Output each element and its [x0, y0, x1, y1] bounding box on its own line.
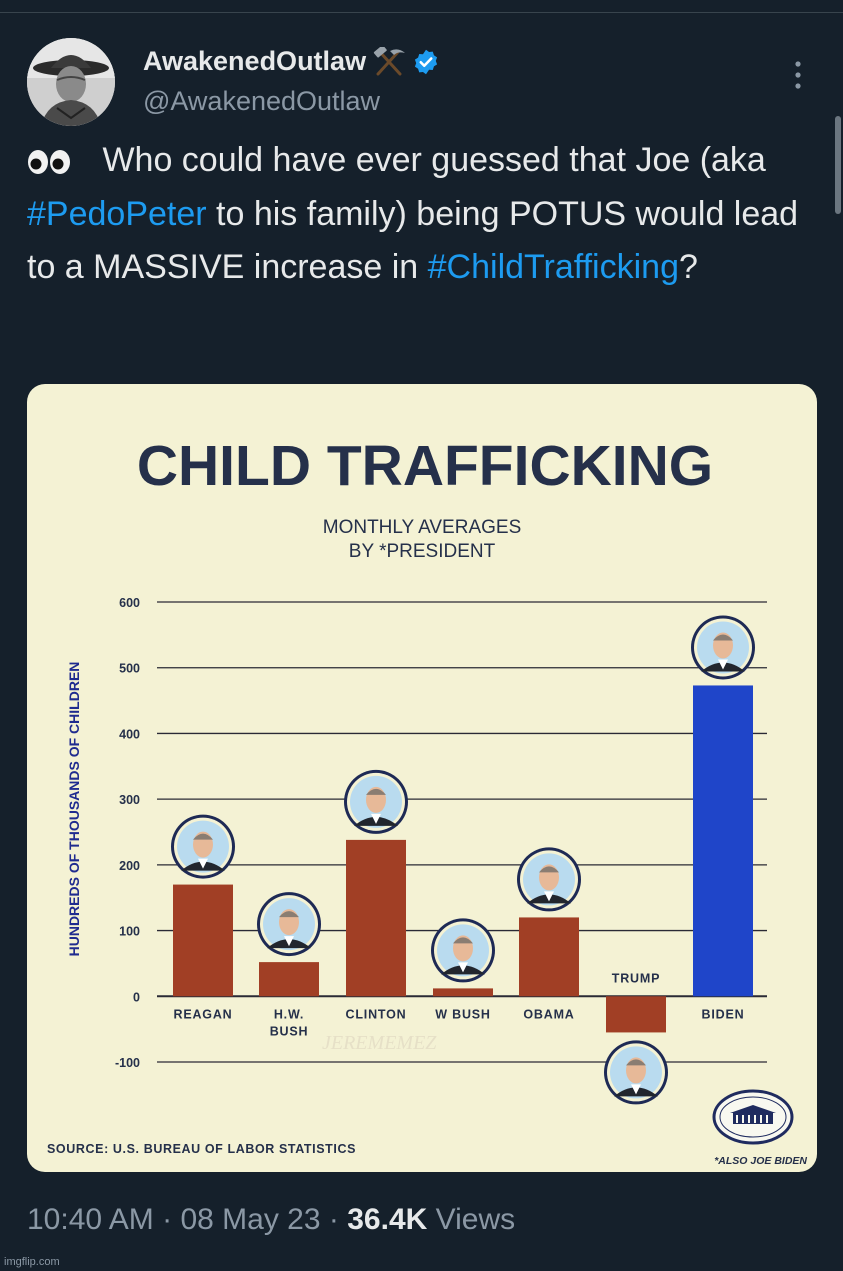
chart: CHILD TRAFFICKING MONTHLY AVERAGES BY *P…: [47, 434, 807, 1167]
user-handle[interactable]: @AwakenedOutlaw: [143, 86, 381, 116]
bar-layer: [171, 615, 755, 1105]
chart-source: SOURCE: U.S. BUREAU OF LABOR STATISTICS: [47, 1142, 356, 1156]
category-label: BIDEN: [702, 1007, 745, 1021]
chart-title: CHILD TRAFFICKING: [137, 434, 713, 498]
chart-subtitle-line1: MONTHLY AVERAGES: [323, 517, 522, 538]
hammer-and-pick-icon: [373, 46, 406, 75]
category-label: OBAMA: [523, 1007, 574, 1021]
president-portrait: [604, 1040, 668, 1105]
chart-subtitle-line2: BY *PRESIDENT: [349, 541, 496, 562]
bar: [346, 839, 406, 997]
eyes-icon: [28, 150, 70, 174]
tweet-metadata: 10:40 AM · 08 May 23 · 36.4K Views: [27, 1203, 515, 1237]
y-tick-label: 300: [119, 793, 140, 807]
category-label-line2: BUSH: [270, 1024, 309, 1038]
tweet-time[interactable]: 10:40 AM: [27, 1203, 154, 1236]
avatar[interactable]: [27, 38, 115, 126]
display-name-text: AwakenedOutlaw: [143, 46, 367, 76]
artist-signature: JEREMEMEZ: [322, 1032, 437, 1054]
bar: [259, 962, 319, 997]
category-label: H.W.: [274, 1007, 304, 1021]
president-portrait: [344, 769, 408, 834]
tweet-date[interactable]: 08 May 23: [180, 1203, 321, 1236]
y-tick-label: 200: [119, 859, 140, 873]
tweet-text-middle: to his family) being POTUS would lead to…: [27, 194, 799, 287]
chart-footnote: *ALSO JOE BIDEN: [714, 1155, 807, 1167]
separator-dot: ·: [162, 1203, 173, 1236]
imgflip-watermark: imgflip.com: [4, 1256, 60, 1268]
scrollbar[interactable]: [835, 116, 841, 214]
hashtag-childtrafficking-link[interactable]: #ChildTrafficking: [427, 248, 679, 286]
president-portrait: [691, 615, 755, 680]
y-tick-label: 400: [119, 727, 140, 741]
tweet-text-suffix: ?: [678, 248, 698, 286]
category-label: TRUMP: [612, 971, 660, 985]
president-portrait: [431, 918, 495, 983]
president-portrait: [257, 892, 321, 957]
more-options-icon[interactable]: [786, 58, 810, 92]
y-tick-label: 600: [119, 596, 140, 610]
avatar-photo: [27, 38, 115, 126]
top-divider: [0, 12, 843, 13]
views-count[interactable]: 36.4K: [347, 1203, 428, 1236]
bar: [173, 884, 233, 997]
verified-badge-icon[interactable]: [412, 48, 440, 76]
president-portrait: [171, 814, 235, 879]
separator-dot: ·: [328, 1203, 339, 1236]
y-tick-label: 0: [133, 990, 140, 1004]
bar: [606, 996, 666, 1033]
y-tick-label: 500: [119, 662, 140, 676]
y-tick-label: 100: [119, 925, 140, 939]
y-axis-label: HUNDREDS OF THOUSANDS OF CHILDREN: [66, 662, 82, 957]
bar: [433, 988, 493, 997]
category-label: REAGAN: [174, 1007, 233, 1021]
hashtag-pedopeter-link[interactable]: #PedoPeter: [27, 194, 207, 233]
bar: [519, 917, 579, 997]
white-house-seal-icon: [712, 1089, 794, 1145]
president-portrait: [517, 847, 581, 912]
y-tick-label: -100: [115, 1056, 140, 1070]
bar: [693, 685, 753, 997]
tweet-text-prefix: Who could have ever guessed that Joe (ak…: [93, 141, 766, 179]
views-label: Views: [435, 1203, 516, 1236]
category-label: W BUSH: [435, 1007, 491, 1021]
category-label: CLINTON: [346, 1007, 407, 1021]
label-layer: REAGAN H.W. BUSH CLINTON W BUSH OBAMA TRUMP BID…: [174, 971, 745, 1038]
tweet-text: Who could have ever guessed that Joe (ak…: [27, 134, 817, 295]
tweet-media-image[interactable]: CHILD TRAFFICKING MONTHLY AVERAGES BY *P…: [27, 384, 817, 1172]
display-name[interactable]: AwakenedOutlaw: [143, 46, 440, 77]
